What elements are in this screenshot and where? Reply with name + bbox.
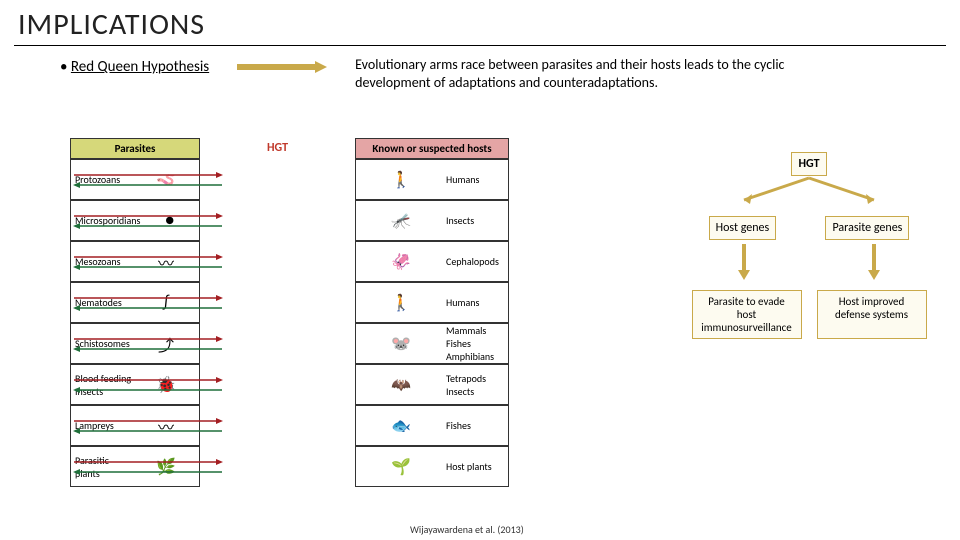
host-icon: 🦟 xyxy=(360,211,442,231)
hypothesis-bullet: • Red Queen Hypothesis xyxy=(60,58,209,76)
host-icon: 🐭 xyxy=(360,334,442,354)
flow-host-genes: Host genes xyxy=(709,216,777,240)
flow-hgt-box: HGT xyxy=(791,152,826,176)
host-icon: 🐟 xyxy=(360,416,442,436)
host-cell: 🐟 Fishes xyxy=(355,405,509,446)
host-label: Humans xyxy=(446,173,504,186)
host-label: Humans xyxy=(446,296,504,309)
host-icon: 🦑 xyxy=(360,252,442,272)
host-cell: 🌱 Host plants xyxy=(355,446,509,487)
host-label: Insects xyxy=(446,214,504,227)
host-icon: 🚶 xyxy=(360,170,442,190)
host-label: Cephalopods xyxy=(446,255,504,268)
hgt-arrows xyxy=(70,160,225,492)
host-label: Fishes xyxy=(446,419,504,432)
host-cell: 🚶 Humans xyxy=(355,282,509,323)
host-label: Mammals Fishes Amphibians xyxy=(446,324,504,363)
hgt-table: Parasites Protozoans🪱Microsporidians●Mes… xyxy=(70,138,509,487)
flow-down-arrows xyxy=(684,240,934,280)
host-icon: 🌱 xyxy=(360,457,442,477)
flow-parasite-genes: Parasite genes xyxy=(825,216,909,240)
flow-diagram: HGT Host genes Parasite genes Parasite t… xyxy=(684,152,934,339)
arrow-icon xyxy=(237,60,327,74)
hypothesis-block: • Red Queen Hypothesis Evolutionary arms… xyxy=(60,56,940,91)
hosts-header: Known or suspected hosts xyxy=(355,138,509,159)
citation: Wijayawardena et al. (2013) xyxy=(410,523,524,536)
hypothesis-definition: Evolutionary arms race between parasites… xyxy=(355,56,815,91)
host-cell: 🚶 Humans xyxy=(355,159,509,200)
flow-host-defense: Host improved defense systems xyxy=(817,290,927,339)
page-title: IMPLICATIONS xyxy=(0,0,960,45)
hosts-column: Known or suspected hosts 🚶 Humans 🦟 Insects… xyxy=(355,138,509,487)
host-cell: 🦟 Insects xyxy=(355,200,509,241)
hgt-header: HGT xyxy=(200,138,355,158)
hypothesis-label: Red Queen Hypothesis xyxy=(71,58,209,76)
host-label: Host plants xyxy=(446,460,504,473)
flow-parasite-evade: Parasite to evade host immunosurveillanc… xyxy=(692,290,802,339)
flow-split-arrows xyxy=(684,176,934,206)
host-icon: 🦇 xyxy=(360,375,442,395)
host-cell: 🦑 Cephalopods xyxy=(355,241,509,282)
hgt-column: HGT xyxy=(200,138,355,487)
host-cell: 🐭Mammals Fishes Amphibians xyxy=(355,323,509,364)
host-label: Tetrapods Insects xyxy=(446,372,504,398)
host-icon: 🚶 xyxy=(360,293,442,313)
parasites-header: Parasites xyxy=(70,138,200,159)
host-cell: 🦇Tetrapods Insects xyxy=(355,364,509,405)
title-underline xyxy=(14,45,946,46)
bullet-dot: • xyxy=(60,58,67,76)
